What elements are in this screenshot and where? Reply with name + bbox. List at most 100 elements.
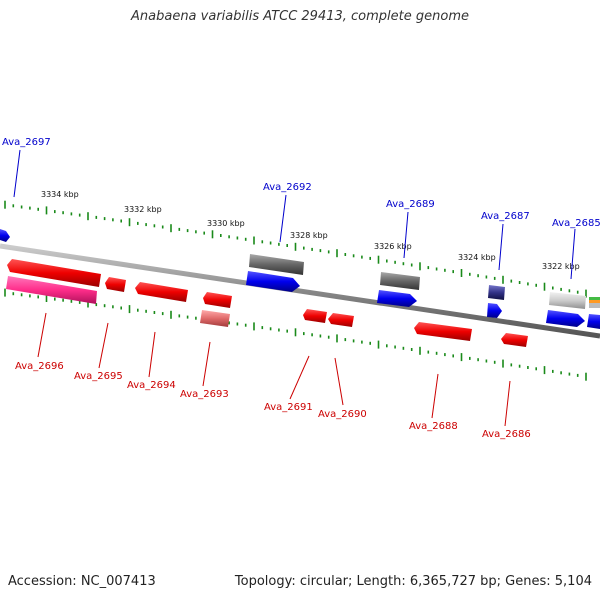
gene-ava-2686[interactable]: [501, 333, 528, 347]
label-ava-2692[interactable]: Ava_2692: [263, 182, 312, 193]
label-ava-2693[interactable]: Ava_2693: [180, 389, 229, 400]
gene-ava-2694[interactable]: [135, 282, 188, 302]
label-ava-2691[interactable]: Ava_2691: [264, 402, 313, 413]
upper-scale-tick: [153, 224, 156, 228]
label-ava-2689[interactable]: Ava_2689: [386, 199, 435, 210]
lower-scale-tick: [568, 372, 571, 376]
upper-scale-tick: [261, 240, 264, 244]
upper-scale-tick: [78, 213, 81, 217]
genome-backbone: [0, 243, 600, 339]
upper-scale-tick: [327, 250, 330, 254]
lower-scale-tick: [485, 359, 488, 363]
label-ava-2694[interactable]: Ava_2694: [127, 380, 176, 391]
upper-scale-tick: [29, 206, 31, 210]
gene-ava-2690[interactable]: [328, 313, 354, 327]
upper-scale-tick: [37, 207, 39, 211]
gene-ava-2685[interactable]: [546, 310, 585, 327]
lower-scale-tick: [161, 312, 164, 316]
label-ava-2697[interactable]: Ava_2697: [2, 137, 51, 148]
scale-label-3322: 3322 kbp: [542, 262, 580, 271]
gene-ava-2687-pseudo[interactable]: [488, 285, 505, 300]
lower-scale-tick: [120, 306, 122, 310]
lower-scale-tick: [153, 311, 156, 314]
lower-scale-tick: [37, 295, 39, 299]
upper-scale-tick: [485, 275, 488, 279]
label-ava-2687[interactable]: Ava_2687: [481, 211, 530, 222]
label-ava-2690[interactable]: Ava_2690: [318, 409, 367, 420]
lower-scale-tick: [435, 351, 438, 355]
upper-scale-tick: [560, 287, 562, 291]
lower-scale-tick: [186, 315, 189, 319]
upper-scale-tick: [294, 242, 297, 251]
upper-scale-tick: [128, 218, 131, 227]
lower-scale-tick: [145, 309, 147, 313]
gene-ava-2697[interactable]: [0, 229, 10, 242]
scale-label-3324: 3324 kbp: [458, 253, 496, 262]
upper-scale-tick: [203, 231, 205, 235]
upper-scale-tick: [352, 254, 355, 258]
upper-scale-tick: [253, 236, 255, 245]
upper-scale-tick: [452, 270, 454, 274]
upper-scale-tick: [336, 249, 338, 258]
lower-scale-tick: [336, 334, 338, 343]
label-ava-2688[interactable]: Ava_2688: [409, 421, 458, 432]
upper-scale-tick: [435, 267, 438, 271]
label-ava-2686[interactable]: Ava_2686: [482, 429, 531, 440]
label-ava-2696[interactable]: Ava_2696: [15, 361, 64, 372]
lower-scale-tick: [319, 334, 322, 338]
gene-ava-2696-rna[interactable]: [6, 276, 97, 304]
lower-scale-tick: [585, 372, 587, 381]
upper-scale-tick: [112, 218, 114, 222]
genome-summary-text: Topology: circular; Length: 6,365,727 bp…: [234, 574, 592, 589]
lower-scale-tick: [361, 340, 363, 344]
gene-ava-2693[interactable]: [203, 292, 232, 308]
upper-scale-tick: [344, 253, 347, 256]
upper-scale-tick: [278, 242, 280, 246]
lower-scale-tick: [228, 321, 230, 325]
map-title: Anabaena variabilis ATCC 29413, complete…: [131, 9, 469, 24]
scale-label-3330: 3330 kbp: [207, 219, 245, 228]
lower-scale-tick: [452, 354, 454, 358]
upper-scale-tick: [70, 212, 73, 216]
gene-ava-2695[interactable]: [105, 277, 126, 292]
gene-ava-2696[interactable]: [7, 259, 101, 287]
lower-scale-tick: [369, 341, 371, 345]
label-ava-2685[interactable]: Ava_2685: [552, 218, 600, 229]
lower-scale-tick: [527, 366, 529, 369]
gene-ava-2688[interactable]: [414, 322, 472, 341]
label-ava-2695[interactable]: Ava_2695: [74, 371, 123, 382]
lower-scale-tick: [20, 293, 23, 297]
gene-ava-2689-pseudo[interactable]: [380, 272, 420, 290]
gene-ava-2687[interactable]: [487, 303, 502, 318]
upper-scale-tick: [286, 244, 288, 247]
upper-scale-tick: [120, 219, 122, 223]
gene-ava-2692[interactable]: [246, 271, 300, 292]
lower-scale-tick: [286, 329, 288, 333]
lower-scale-tick: [12, 292, 15, 296]
lower-scale-tick: [311, 333, 313, 337]
upper-scale-tick: [576, 290, 579, 294]
lower-scale-tick: [402, 346, 405, 350]
lower-scale-tick: [137, 308, 139, 312]
upper-scale-tick: [186, 229, 189, 233]
gene-ava-2685-pseudo[interactable]: [549, 292, 586, 309]
upper-scale-tick: [427, 266, 430, 270]
gene-partial-stripe-green: [589, 297, 600, 300]
gene-ava-2692-pseudo[interactable]: [249, 254, 304, 275]
lower-scale-tick: [535, 367, 537, 371]
gene-partial-right[interactable]: [587, 314, 600, 329]
lower-scale-tick: [444, 353, 446, 357]
upper-scale-tick: [369, 256, 371, 260]
gene-ava-2693-b[interactable]: [200, 310, 230, 327]
lower-scale-tick: [87, 299, 89, 308]
lower-scale-tick: [394, 345, 396, 349]
lower-scale-tick: [278, 328, 280, 332]
scale-ticks: [4, 200, 587, 381]
lower-scale-tick: [327, 335, 330, 339]
lower-scale-tick: [518, 364, 521, 368]
gene-ava-2689[interactable]: [377, 290, 417, 307]
gene-ava-2691[interactable]: [303, 309, 327, 323]
upper-scale-tick: [319, 249, 322, 253]
upper-scale-tick: [469, 272, 471, 276]
upper-scale-tick: [493, 276, 496, 280]
